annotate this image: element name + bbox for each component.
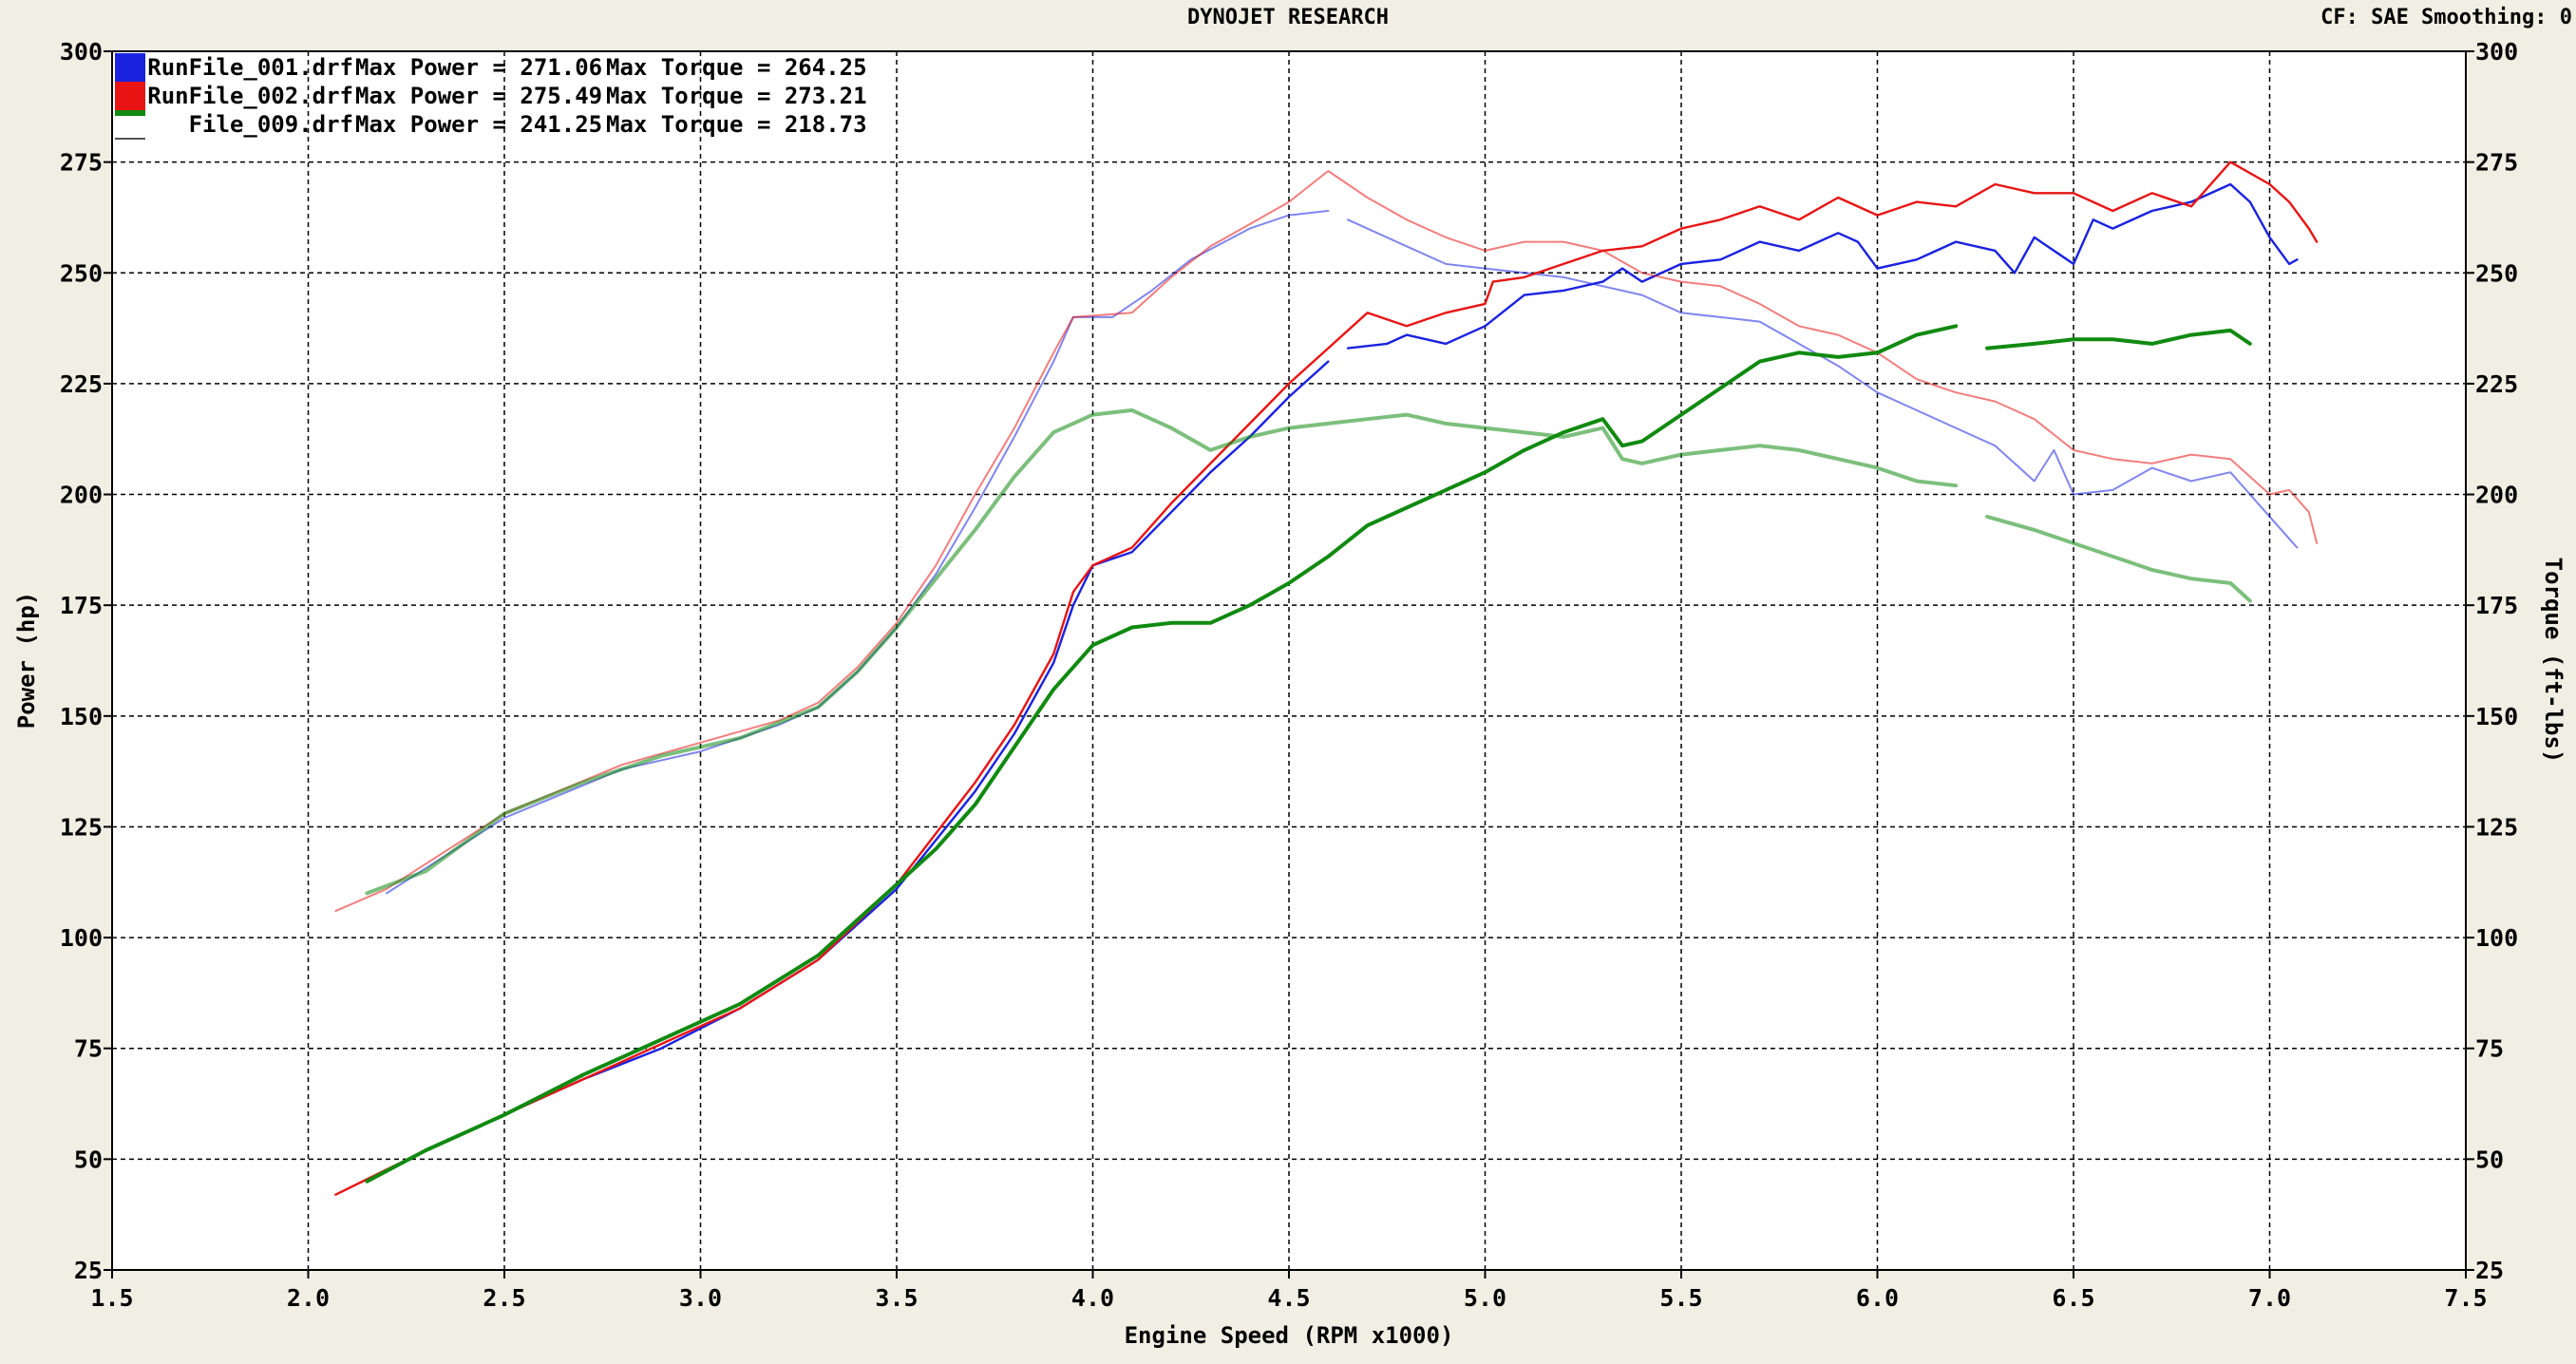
x-tick-label: 4.5: [1267, 1284, 1310, 1312]
y-tick-label: 25: [74, 1257, 103, 1284]
series-line-3-torque-seg0: [334, 170, 2319, 913]
x-tick-label: 7.0: [2248, 1284, 2291, 1312]
legend-torque-run1: Max Torque = 264.25: [606, 54, 867, 81]
y-tick-label: 300: [60, 38, 103, 66]
y-axis-label: Power (hp): [13, 592, 40, 729]
series-line-1-torque-seg1: [1347, 218, 2299, 549]
y2-tick-label: 250: [2475, 259, 2518, 287]
y2-tick-label: 175: [2475, 592, 2518, 619]
y-tick-label: 75: [74, 1035, 103, 1063]
y2-tick-label: 100: [2475, 924, 2518, 952]
y-tick-label: 175: [60, 592, 103, 619]
series-line-1-torque-seg0: [386, 210, 1330, 895]
x-tick-label: 7.5: [2444, 1284, 2487, 1312]
x-tick-label: 2.0: [287, 1284, 330, 1312]
x-tick-label: 2.5: [483, 1284, 525, 1312]
y2-tick-label: 300: [2475, 38, 2518, 66]
x-tick-label: 6.5: [2052, 1284, 2094, 1312]
y2-tick-label: 125: [2475, 813, 2518, 841]
series-line-2-power-seg0: [334, 161, 2319, 1196]
legend-swatch-run3: [115, 110, 145, 116]
y-tick-label: 125: [60, 813, 103, 841]
legend-swatch-run1: [115, 53, 145, 82]
settings-readout: CF: SAE Smoothing: 0: [2320, 6, 2572, 29]
chart-title: DYNOJET RESEARCH: [1187, 6, 1389, 29]
series-layer: [334, 161, 2319, 1196]
legend: RunFile_001.drf Max Power = 271.06 Max T…: [115, 53, 867, 140]
y2-tick-label: 50: [2475, 1146, 2504, 1173]
legend-power-run1: Max Power = 271.06: [355, 54, 602, 81]
y-tick-labels: 25 50 75 100 125 150 175 200 225 250 275 300: [60, 38, 103, 1284]
legend-file-run1: RunFile_001.drf: [147, 54, 353, 81]
series-line-4-power-seg1: [1985, 328, 2252, 350]
y2-tick-label: 75: [2475, 1035, 2504, 1063]
y2-tick-label: 225: [2475, 370, 2518, 398]
legend-power-run2: Max Power = 275.49: [355, 83, 602, 109]
y-tick-label: 50: [74, 1146, 103, 1173]
legend-file-run2: RunFile_002.drf: [147, 83, 353, 109]
x-tick-label: 4.0: [1071, 1284, 1114, 1312]
series-line-5-torque-seg0: [365, 407, 1959, 896]
legend-power-run3: Max Power = 241.25: [355, 111, 602, 138]
y-tick-label: 250: [60, 259, 103, 287]
y2-tick-label: 275: [2475, 149, 2518, 177]
x-tick-label: 5.0: [1464, 1284, 1506, 1312]
legend-torque-run2: Max Torque = 273.21: [606, 83, 867, 109]
x-tick-label: 3.0: [679, 1284, 722, 1312]
y-tick-label: 275: [60, 149, 103, 177]
y-tick-label: 225: [60, 370, 103, 398]
legend-file-run3: File_009.drf: [189, 111, 353, 138]
x-tick-labels: 1.5 2.0 2.5 3.0 3.5 4.0 4.5 5.0 5.5 6.0 6.5 7.0 7.5: [90, 1284, 2487, 1312]
x-axis-label: Engine Speed (RPM x1000): [1125, 1322, 1454, 1349]
legend-torque-run3: Max Torque = 218.73: [606, 111, 867, 138]
y-tick-label: 200: [60, 482, 103, 509]
x-tick-label: 1.5: [90, 1284, 133, 1312]
y2-tick-label: 150: [2475, 703, 2518, 730]
y2-axis-label: Torque (ft-lbs): [2540, 558, 2567, 764]
series-line-4-power-seg0: [365, 324, 1959, 1184]
legend-swatch-run2: [115, 82, 145, 110]
x-tick-label: 6.0: [1856, 1284, 1899, 1312]
y2-tick-label: 25: [2475, 1257, 2504, 1284]
x-tick-label: 5.5: [1659, 1284, 1702, 1312]
x-tick-label: 3.5: [875, 1284, 918, 1312]
series-line-5-torque-seg1: [1985, 514, 2252, 603]
y2-tick-label: 200: [2475, 482, 2518, 509]
y-tick-label: 150: [60, 703, 103, 730]
y-tick-label: 100: [60, 924, 103, 952]
y2-tick-labels: 25 50 75 100 125 150 175 200 225 250 275 300: [2475, 38, 2518, 1284]
